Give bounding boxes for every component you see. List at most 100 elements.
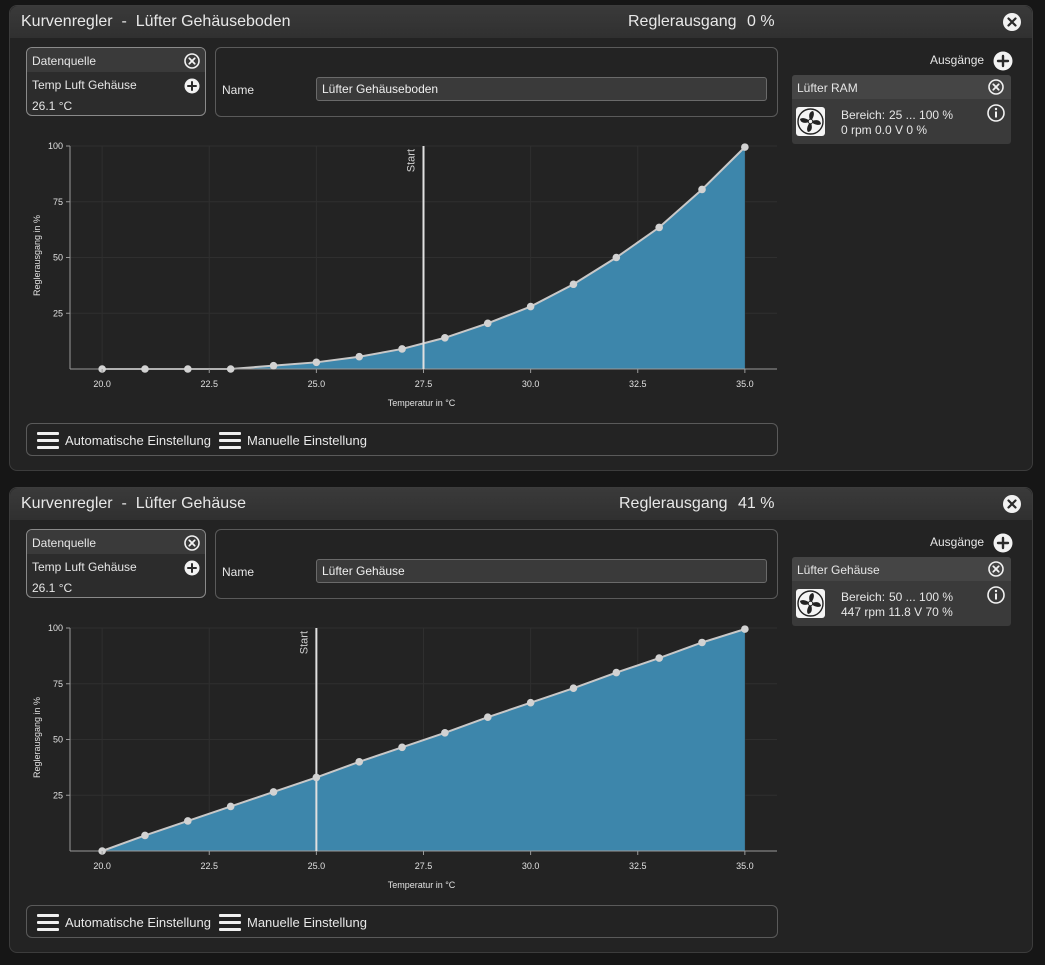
y-tick-label: 25 <box>53 790 63 800</box>
datasource-box: Datenquelle Temp Luft Gehäuse 26.1 °C <box>26 47 206 116</box>
range-value: 25 ... 100 % <box>889 108 954 122</box>
x-tick-label: 30.0 <box>522 379 540 389</box>
info-icon[interactable] <box>987 104 1005 122</box>
y-tick-label: 100 <box>48 141 63 151</box>
info-icon[interactable] <box>987 586 1005 604</box>
range-value: 50 ... 100 % <box>889 590 954 604</box>
controller-output-value: 41 % <box>738 495 775 512</box>
datasource-box: Datenquelle Temp Luft Gehäuse 26.1 °C <box>26 529 206 598</box>
auto-setting-button[interactable]: Automatische Einstellung <box>37 424 211 457</box>
name-label: Name <box>222 83 255 97</box>
outputs-label: Ausgänge <box>930 535 985 549</box>
curve-line <box>101 628 746 852</box>
curve-point <box>483 319 492 328</box>
controller-output-value: 0 % <box>747 13 775 30</box>
y-tick-label: 75 <box>53 679 63 689</box>
name-box: Name <box>215 47 778 117</box>
curve-point <box>398 743 406 752</box>
curve-point <box>526 698 535 707</box>
curve-chart[interactable]: Start 20.0 22.5 25.0 27.5 30.0 32.5 35.0 25 50 75 1… <box>10 106 790 411</box>
curve-point <box>355 352 364 361</box>
manual-setting-label: Manuelle Einstellung <box>247 433 367 448</box>
range-label: Bereich: <box>841 108 886 122</box>
remove-source-icon[interactable] <box>184 535 200 551</box>
manual-setting-label: Manuelle Einstellung <box>247 915 367 930</box>
x-tick-label: 25.0 <box>308 379 326 389</box>
fan-icon <box>796 107 825 136</box>
curve-point <box>526 302 535 311</box>
controller-output-label: Reglerausgang <box>628 13 737 30</box>
datasource-sensor: Temp Luft Gehäuse <box>32 78 137 92</box>
datasource-value: 26.1 °C <box>32 581 73 595</box>
start-marker-label: Start <box>406 149 418 172</box>
range-label: Bereich: <box>841 590 886 604</box>
curve-point <box>398 345 406 353</box>
curve-point <box>226 365 235 373</box>
datasource-header: Datenquelle <box>27 48 205 72</box>
curve-point <box>141 365 149 373</box>
curve-point <box>312 358 321 367</box>
x-tick-label: 35.0 <box>736 861 754 871</box>
curve-point <box>741 625 749 633</box>
fan-icon <box>796 589 825 618</box>
x-tick-label: 27.5 <box>415 861 433 871</box>
remove-source-icon[interactable] <box>184 53 200 69</box>
start-marker-label: Start <box>298 631 310 654</box>
output-status: 447 rpm 11.8 V 70 % <box>841 605 953 619</box>
output-card-header: Lüfter RAM <box>792 75 1011 99</box>
curve-point <box>655 654 663 662</box>
menu-icon <box>37 913 59 932</box>
menu-icon <box>219 913 241 932</box>
x-axis-title: Temperatur in °C <box>388 880 456 890</box>
manual-setting-button[interactable]: Manuelle Einstellung <box>219 424 367 457</box>
y-tick-label: 50 <box>53 253 63 263</box>
add-output-icon[interactable] <box>993 533 1013 553</box>
curve-point <box>141 831 149 840</box>
add-source-icon[interactable] <box>184 560 200 576</box>
remove-output-icon[interactable] <box>988 79 1004 95</box>
curve-controller-panel: Kurvenregler - Lüfter Gehäuseboden Regle… <box>9 5 1033 471</box>
output-card: Lüfter RAM Bereich: 25 ... 100 % 0 rpm 0… <box>792 75 1011 144</box>
panel-header: Kurvenregler - Lüfter Gehäuse Reglerausg… <box>10 488 1032 520</box>
y-tick-label: 75 <box>53 197 63 207</box>
remove-output-icon[interactable] <box>988 561 1004 577</box>
curve-point <box>226 802 235 811</box>
panel-header: Kurvenregler - Lüfter Gehäuseboden Regle… <box>10 6 1032 38</box>
add-output-icon[interactable] <box>993 51 1013 71</box>
curve-point <box>569 684 578 693</box>
curve-area <box>102 147 745 369</box>
outputs-label: Ausgänge <box>930 53 985 67</box>
x-tick-label: 35.0 <box>736 379 754 389</box>
x-tick-label: 22.5 <box>200 861 218 871</box>
curve-chart[interactable]: Start 20.0 22.5 25.0 27.5 30.0 32.5 35.0 25 50 75 1… <box>10 588 790 893</box>
curve-point <box>184 365 192 373</box>
curve-point <box>312 773 321 782</box>
output-card: Lüfter Gehäuse Bereich: 50 ... 100 % 447… <box>792 557 1011 626</box>
manual-setting-button[interactable]: Manuelle Einstellung <box>219 906 367 939</box>
panel-title: Kurvenregler - Lüfter Gehäuse <box>21 495 247 512</box>
curve-point <box>655 223 663 232</box>
curve-point <box>441 729 449 737</box>
y-axis-title: Reglerausgang in % <box>32 697 42 778</box>
name-input[interactable] <box>316 77 767 101</box>
x-tick-label: 20.0 <box>93 861 111 871</box>
datasource-title: Datenquelle <box>32 54 97 68</box>
y-axis-title: Reglerausgang in % <box>32 215 42 296</box>
y-tick-label: 100 <box>48 623 63 633</box>
curve-point <box>698 638 706 647</box>
name-box: Name <box>215 529 778 599</box>
close-panel-icon[interactable] <box>1002 12 1022 32</box>
x-tick-label: 22.5 <box>200 379 218 389</box>
add-source-icon[interactable] <box>184 78 200 94</box>
curve-point <box>184 817 192 825</box>
close-panel-icon[interactable] <box>1002 494 1022 514</box>
auto-setting-button[interactable]: Automatische Einstellung <box>37 906 211 939</box>
y-tick-label: 25 <box>53 308 63 318</box>
x-tick-label: 30.0 <box>522 861 540 871</box>
auto-setting-label: Automatische Einstellung <box>65 915 211 930</box>
x-tick-label: 25.0 <box>308 861 326 871</box>
x-tick-label: 20.0 <box>93 379 111 389</box>
curve-point <box>698 185 706 194</box>
curve-point <box>269 361 278 370</box>
name-input[interactable] <box>316 559 767 583</box>
